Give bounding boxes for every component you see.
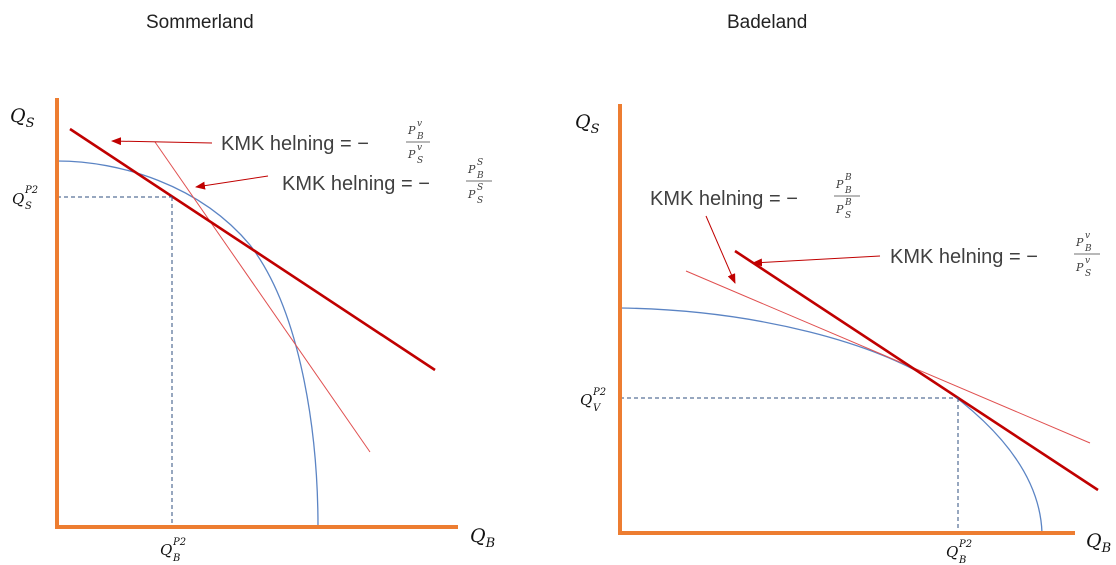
sommerland-y-axis-label: QS <box>10 105 35 131</box>
svg-text:B: B <box>476 171 484 181</box>
svg-text:v: v <box>1085 231 1090 241</box>
badeland-home-arrow <box>705 215 736 284</box>
svg-text:B: B <box>172 553 180 564</box>
svg-text:Q: Q <box>946 543 958 561</box>
svg-text:B: B <box>1084 244 1092 254</box>
svg-text:S: S <box>417 156 423 166</box>
sommerland-y-tick-label: Q P2 S <box>12 185 38 212</box>
sommerland-home-price-line <box>154 141 371 453</box>
svg-text:KMK helning = −: KMK helning = − <box>650 188 798 210</box>
svg-text:KMK helning = −: KMK helning = − <box>221 133 369 155</box>
svg-text:P2: P2 <box>172 537 186 548</box>
sommerland-home-slope-label: KMK helning = − P S B P S S <box>282 158 492 206</box>
svg-text:P: P <box>1075 236 1084 249</box>
sommerland-home-arrow <box>195 175 269 190</box>
sommerland-panel: Sommerland QS QB Q P2 S Q P2 B <box>10 12 495 564</box>
svg-text:B: B <box>958 555 966 565</box>
svg-text:P: P <box>835 178 844 191</box>
sommerland-x-axis-label: QB <box>470 525 495 551</box>
svg-text:P: P <box>467 163 476 176</box>
sommerland-world-price-line <box>69 127 436 372</box>
svg-text:P2: P2 <box>958 539 972 550</box>
badeland-world-slope-label: KMK helning = − P v B P v S <box>890 231 1100 279</box>
svg-text:V: V <box>593 403 602 414</box>
sommerland-title: Sommerland <box>146 12 254 33</box>
svg-text:B: B <box>844 173 852 183</box>
badeland-x-axis-label: QB <box>1086 530 1111 556</box>
svg-text:B: B <box>844 186 852 196</box>
svg-text:v: v <box>417 119 422 129</box>
svg-text:P2: P2 <box>592 387 606 398</box>
svg-text:S: S <box>477 183 483 193</box>
svg-text:B: B <box>844 198 852 208</box>
sommerland-world-arrow <box>111 137 213 146</box>
badeland-world-price-line <box>734 249 1099 492</box>
badeland-ppf-curve <box>619 307 1043 534</box>
svg-text:P: P <box>467 188 476 201</box>
svg-text:P: P <box>835 203 844 216</box>
svg-text:P: P <box>407 148 416 161</box>
svg-text:S: S <box>477 158 483 168</box>
svg-text:P2: P2 <box>24 185 38 196</box>
badeland-x-tick-label: Q P2 B <box>946 539 972 565</box>
svg-text:P: P <box>1075 261 1084 274</box>
svg-text:B: B <box>416 132 424 142</box>
sommerland-ppf-curve <box>56 160 319 528</box>
svg-text:KMK helning = −: KMK helning = − <box>890 246 1038 268</box>
svg-text:S: S <box>25 201 32 212</box>
badeland-panel: Badeland QS QB Q P2 V Q P2 B <box>575 12 1111 565</box>
svg-text:v: v <box>1085 256 1090 266</box>
svg-text:S: S <box>1085 269 1091 279</box>
svg-text:Q: Q <box>580 391 592 409</box>
badeland-world-arrow <box>752 255 881 267</box>
svg-text:P: P <box>407 124 416 137</box>
svg-text:S: S <box>845 211 851 221</box>
badeland-home-slope-label: KMK helning = − P B B P B S <box>650 173 860 221</box>
badeland-y-tick-label: Q P2 V <box>580 387 606 414</box>
badeland-y-axis-label: QS <box>575 111 600 137</box>
sommerland-x-tick-label: Q P2 B <box>160 537 186 564</box>
svg-text:v: v <box>417 143 422 153</box>
badeland-title: Badeland <box>727 12 807 33</box>
svg-text:Q: Q <box>12 190 24 208</box>
sommerland-world-slope-label: KMK helning = − P v B P v S <box>221 119 430 166</box>
badeland-home-price-line <box>685 270 1091 444</box>
svg-text:KMK helning = −: KMK helning = − <box>282 173 430 195</box>
svg-text:S: S <box>477 196 483 206</box>
svg-text:Q: Q <box>160 541 172 559</box>
